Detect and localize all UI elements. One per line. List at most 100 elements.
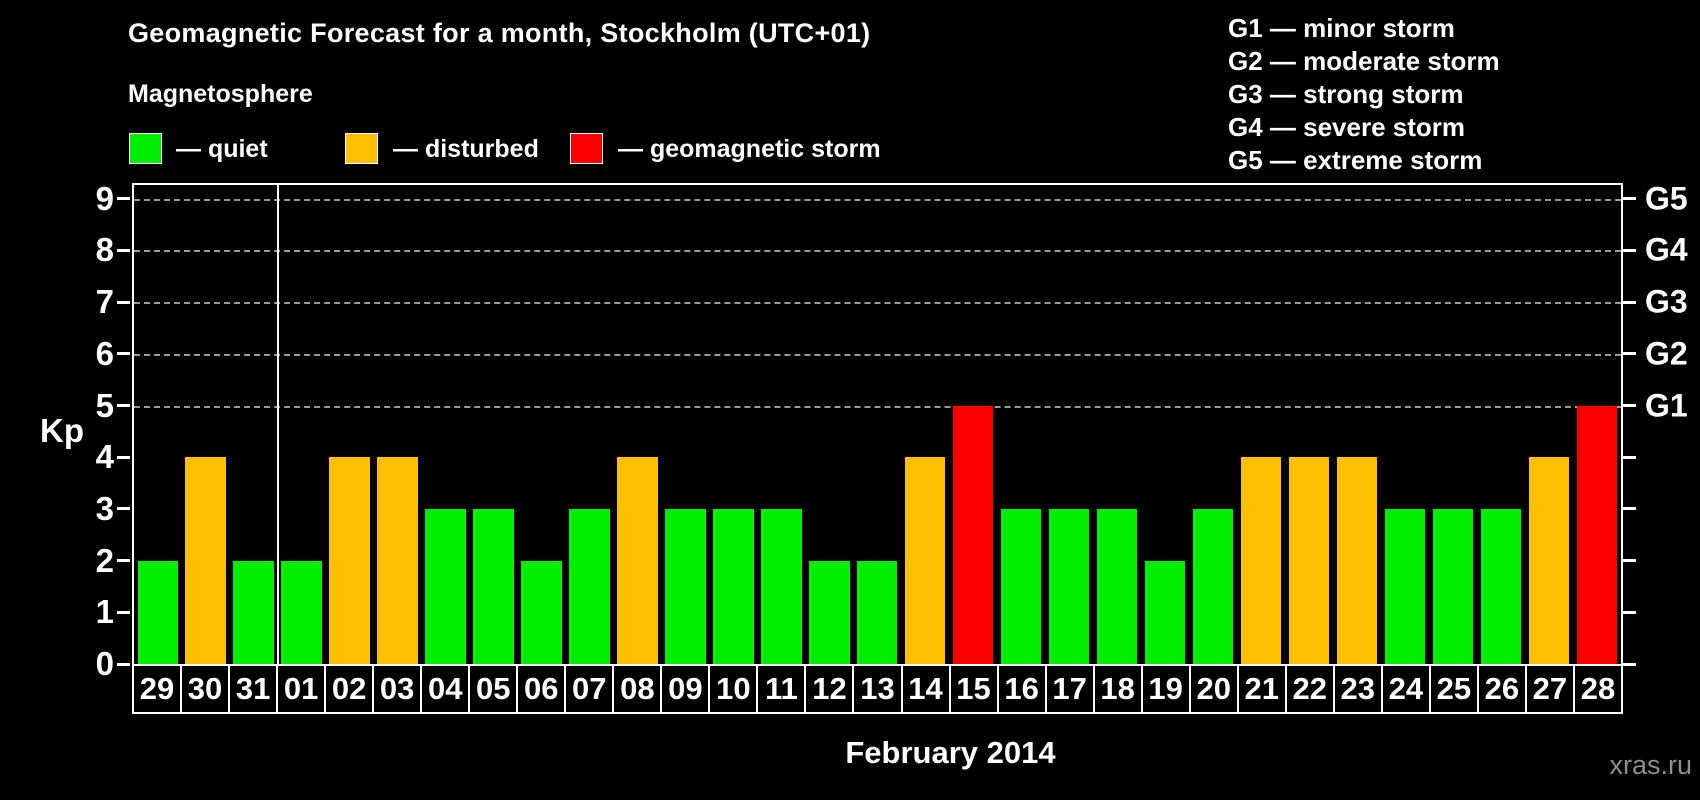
x-axis-title: February 2014 [845,735,1056,770]
grid-line-kp6 [134,353,1621,356]
bar-day-20 [1192,508,1234,664]
legend-label-storm: — geomagnetic storm [618,135,881,163]
bar-day-02 [329,457,370,664]
day-label-cell-01: 01 [278,666,327,712]
y-axis-label-6: 6 [95,334,114,372]
right-axis-tick-1 [1623,610,1636,614]
g-level-label-g3: G3 [1645,283,1688,320]
y-axis-tick-0 [117,662,130,666]
day-label-cell-08: 08 [614,666,663,712]
day-labels-row: 29 30 31 01 02 03 04 05 06 07 08 09 10 11 12 13 14 15 16 17… [132,664,1623,714]
day-label-cell-05: 05 [470,666,519,712]
day-label-cell-09: 09 [662,666,711,712]
bar-day-16 [1000,508,1042,664]
bar-day-09 [665,508,706,664]
bar-day-31 [233,560,274,664]
bar-day-22 [1288,457,1330,664]
day-label-cell-27: 27 [1527,666,1575,712]
disturbed-color-swatch [345,133,378,164]
legend-item-disturbed [345,133,378,165]
day-label-cell-18: 18 [1095,666,1143,712]
g-level-label-g1: G1 [1645,387,1688,423]
grid-line-kp7 [134,302,1621,305]
bar-day-10 [713,508,754,664]
g-level-label-g2: G2 [1645,335,1688,372]
y-axis-title: Kp [40,412,84,449]
y-axis-label-1: 1 [95,593,114,631]
bar-day-29 [137,560,178,664]
bar-day-12 [809,560,850,664]
day-label-cell-24: 24 [1383,666,1431,712]
page-title: Geomagnetic Forecast for a month, Stockh… [128,18,871,48]
bar-day-17 [1048,508,1090,664]
right-axis-tick-9 [1623,197,1636,201]
storm-scale-line-g5: G5 — extreme storm [1228,145,1483,175]
bar-day-18 [1096,508,1138,664]
bar-day-03 [377,457,418,664]
day-label-cell-15: 15 [951,666,999,712]
grid-line-kp5 [134,405,1621,408]
bar-day-11 [761,508,802,664]
storm-scale-line-g1: G1 — minor storm [1228,13,1455,43]
bar-day-25 [1432,508,1474,664]
bar-day-24 [1384,508,1426,664]
y-axis-tick-1 [117,610,130,614]
right-axis-tick-8 [1623,248,1636,252]
storm-color-swatch [570,133,603,164]
right-axis-tick-0 [1623,662,1636,666]
day-label-cell-11: 11 [758,666,807,712]
legend-item-storm [570,133,603,165]
legend-label-disturbed: — disturbed [393,135,539,163]
y-axis-label-5: 5 [95,386,114,424]
day-label-cell-16: 16 [999,666,1047,712]
storm-scale-legend: G1 — minor storm G2 — moderate storm G3 … [1228,12,1500,177]
bar-day-28 [1576,405,1617,664]
day-label-cell-26: 26 [1479,666,1527,712]
day-label-cell-06: 06 [518,666,567,712]
bar-day-26 [1480,508,1522,664]
y-axis-label-9: 9 [95,179,114,217]
bar-day-30 [185,457,226,664]
bar-day-08 [617,457,658,664]
bar-day-06 [521,560,562,664]
bar-day-19 [1144,560,1186,664]
magnetosphere-label: Magnetosphere [128,80,313,108]
day-label-cell-17: 17 [1047,666,1095,712]
y-axis-tick-5 [117,404,130,407]
bar-day-01 [281,560,322,664]
day-label-cell-07: 07 [566,666,615,712]
day-label-cell-29: 29 [134,666,183,712]
right-axis-tick-3 [1623,507,1636,511]
y-axis-tick-9 [117,197,130,201]
right-axis-tick-5 [1623,404,1636,407]
day-label-cell-13: 13 [854,666,903,712]
grid-line-kp9 [134,198,1621,201]
bar-day-07 [569,508,610,664]
y-axis-tick-3 [117,507,130,511]
y-axis-tick-4 [117,455,130,459]
y-axis-tick-7 [117,300,130,304]
day-label-cell-14: 14 [903,666,951,712]
right-axis-tick-6 [1623,352,1636,356]
quiet-color-swatch [129,133,162,164]
watermark: xras.ru [1609,750,1692,780]
day-label-cell-10: 10 [710,666,759,712]
storm-scale-line-g3: G3 — strong storm [1228,79,1464,109]
day-label-cell-21: 21 [1239,666,1287,712]
legend-item-quiet [129,133,162,165]
y-axis-tick-2 [117,559,130,563]
y-axis-label-0: 0 [95,645,114,682]
day-label-cell-12: 12 [806,666,855,712]
bar-day-15 [952,405,994,664]
y-axis-label-2: 2 [95,541,114,579]
day-label-cell-22: 22 [1287,666,1335,712]
storm-scale-line-g2: G2 — moderate storm [1228,46,1500,76]
right-axis-tick-7 [1623,300,1636,304]
day-label-cell-04: 04 [422,666,471,712]
day-label-cell-25: 25 [1431,666,1479,712]
day-label-cell-31: 31 [230,666,279,712]
bar-day-04 [425,508,466,664]
y-axis-label-4: 4 [95,438,114,476]
